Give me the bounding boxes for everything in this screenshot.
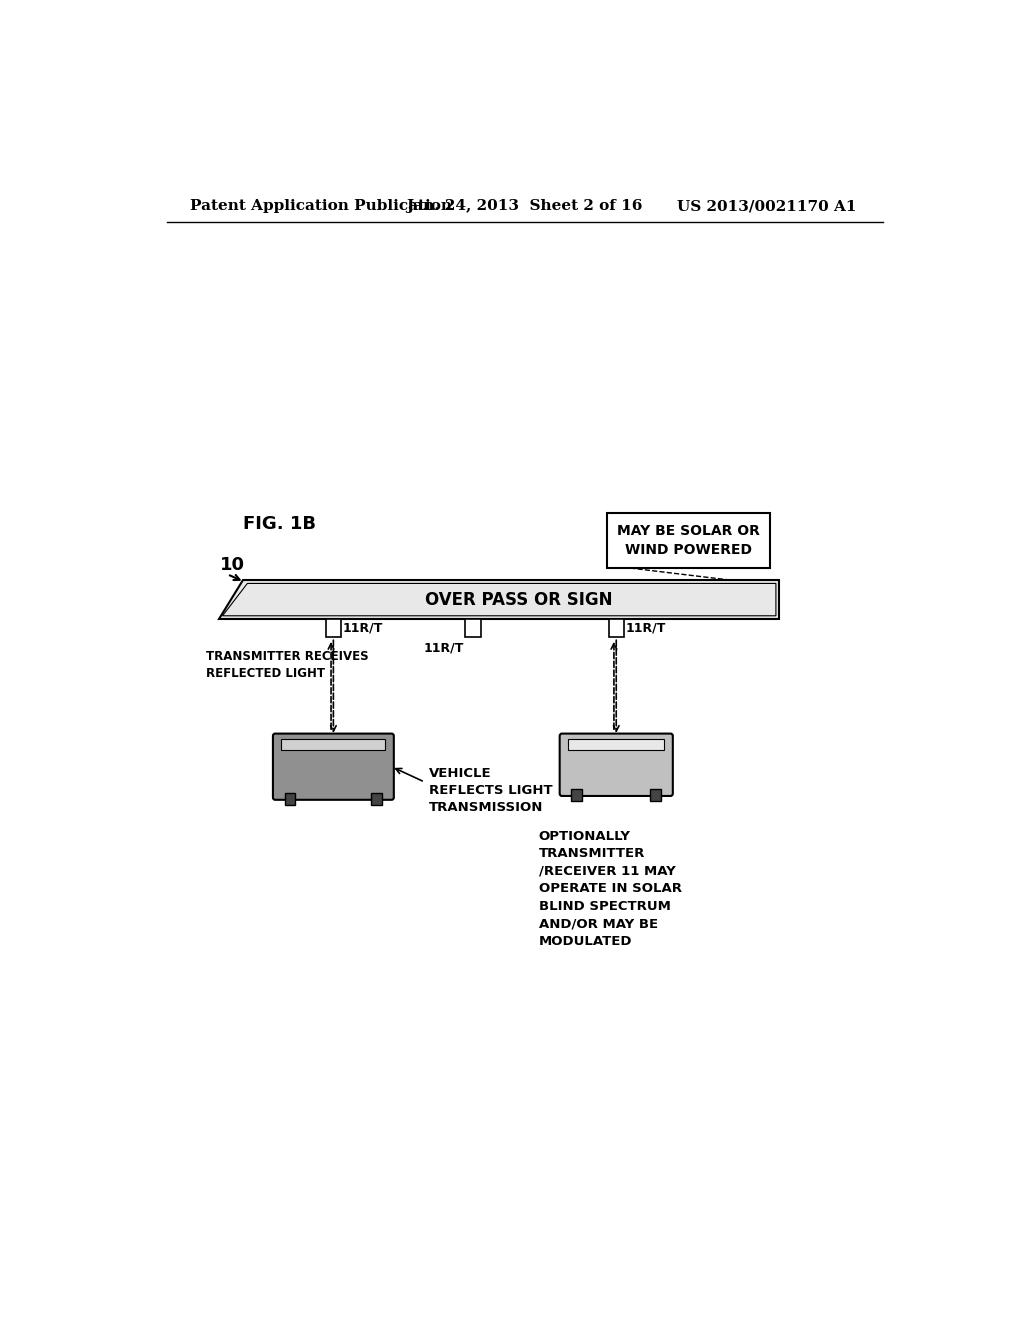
Bar (282, 739, 385, 750)
Polygon shape (219, 581, 779, 619)
Bar (607, 512, 770, 568)
Text: OVER PASS OR SIGN: OVER PASS OR SIGN (425, 590, 612, 609)
Text: MAY BE SOLAR OR
WIND POWERED: MAY BE SOLAR OR WIND POWERED (616, 524, 760, 557)
Bar (571, 789, 583, 801)
Bar (650, 789, 662, 801)
Text: Patent Application Publication: Patent Application Publication (190, 199, 452, 213)
Text: TRANSMITTER RECEIVES
REFLECTED LIGHT: TRANSMITTER RECEIVES REFLECTED LIGHT (206, 649, 368, 680)
Bar (465, 619, 480, 638)
Text: 11R/T: 11R/T (626, 622, 666, 635)
Text: OPTIONALLY
TRANSMITTER
/RECEIVER 11 MAY
OPERATE IN SOLAR
BLIND SPECTRUM
AND/OR M: OPTIONALLY TRANSMITTER /RECEIVER 11 MAY … (539, 830, 682, 948)
FancyBboxPatch shape (560, 734, 673, 796)
FancyBboxPatch shape (273, 734, 394, 800)
Bar (568, 739, 665, 750)
Text: VEHICLE
REFLECTS LIGHT
TRANSMISSION: VEHICLE REFLECTS LIGHT TRANSMISSION (429, 767, 552, 813)
Text: 11R/T: 11R/T (343, 622, 383, 635)
Text: US 2013/0021170 A1: US 2013/0021170 A1 (677, 199, 856, 213)
Text: 11R/T: 11R/T (423, 642, 464, 655)
Text: 10: 10 (219, 556, 245, 574)
Bar (326, 619, 341, 638)
Bar (372, 793, 382, 805)
Bar (608, 619, 624, 638)
Text: Jan. 24, 2013  Sheet 2 of 16: Jan. 24, 2013 Sheet 2 of 16 (407, 199, 643, 213)
Text: FIG. 1B: FIG. 1B (243, 515, 315, 533)
Bar (285, 793, 295, 805)
